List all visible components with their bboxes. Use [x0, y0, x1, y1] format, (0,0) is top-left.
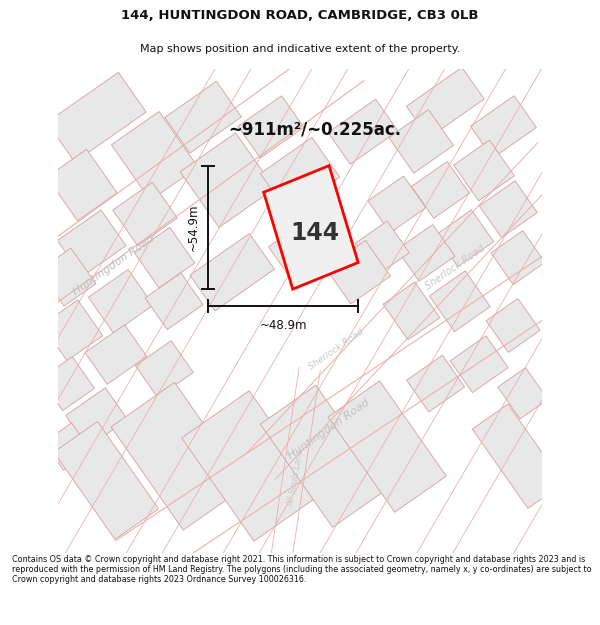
FancyBboxPatch shape	[383, 282, 440, 340]
Text: 144, HUNTINGDON ROAD, CAMBRIDGE, CB3 0LB: 144, HUNTINGDON ROAD, CAMBRIDGE, CB3 0LB	[121, 9, 479, 22]
FancyBboxPatch shape	[112, 111, 198, 201]
FancyBboxPatch shape	[412, 161, 469, 218]
FancyBboxPatch shape	[355, 221, 409, 275]
FancyBboxPatch shape	[486, 299, 540, 352]
FancyBboxPatch shape	[65, 388, 128, 448]
FancyBboxPatch shape	[498, 368, 548, 419]
Text: Sherlock Road: Sherlock Road	[424, 243, 487, 292]
FancyBboxPatch shape	[368, 176, 426, 232]
FancyBboxPatch shape	[479, 181, 537, 238]
Text: Huntingdon Road: Huntingdon Road	[287, 398, 371, 461]
FancyBboxPatch shape	[454, 140, 514, 201]
FancyBboxPatch shape	[436, 210, 494, 267]
FancyBboxPatch shape	[111, 382, 247, 530]
FancyBboxPatch shape	[41, 357, 94, 411]
FancyBboxPatch shape	[180, 133, 275, 228]
FancyBboxPatch shape	[269, 214, 341, 282]
FancyBboxPatch shape	[326, 241, 391, 304]
Text: 144: 144	[290, 221, 339, 246]
FancyBboxPatch shape	[54, 421, 158, 539]
Text: Sherlock Road: Sherlock Road	[307, 328, 365, 372]
FancyBboxPatch shape	[328, 99, 398, 164]
FancyBboxPatch shape	[134, 228, 195, 288]
Text: ~48.9m: ~48.9m	[259, 319, 307, 332]
FancyBboxPatch shape	[44, 423, 91, 470]
FancyBboxPatch shape	[58, 210, 126, 276]
FancyBboxPatch shape	[238, 96, 304, 158]
FancyBboxPatch shape	[47, 72, 146, 162]
Text: ~54.9m: ~54.9m	[187, 204, 200, 251]
FancyBboxPatch shape	[407, 355, 464, 412]
FancyBboxPatch shape	[389, 109, 454, 173]
FancyBboxPatch shape	[85, 325, 147, 384]
FancyBboxPatch shape	[88, 269, 153, 333]
FancyBboxPatch shape	[182, 391, 322, 541]
FancyBboxPatch shape	[406, 68, 484, 138]
Text: Contains OS data © Crown copyright and database right 2021. This information is : Contains OS data © Crown copyright and d…	[12, 554, 592, 584]
FancyBboxPatch shape	[136, 341, 193, 398]
Text: ~911m²/~0.225ac.: ~911m²/~0.225ac.	[228, 120, 401, 138]
FancyBboxPatch shape	[113, 182, 178, 246]
Polygon shape	[263, 166, 358, 289]
FancyBboxPatch shape	[260, 385, 388, 528]
FancyBboxPatch shape	[260, 138, 340, 213]
FancyBboxPatch shape	[472, 404, 563, 508]
FancyBboxPatch shape	[42, 300, 103, 361]
Text: Huntingdon Road: Huntingdon Road	[71, 233, 156, 297]
FancyBboxPatch shape	[47, 149, 117, 221]
FancyBboxPatch shape	[491, 231, 545, 284]
FancyBboxPatch shape	[190, 234, 274, 311]
FancyBboxPatch shape	[450, 336, 508, 392]
FancyBboxPatch shape	[145, 273, 203, 329]
FancyBboxPatch shape	[328, 381, 446, 512]
FancyBboxPatch shape	[470, 96, 536, 158]
FancyBboxPatch shape	[430, 271, 490, 332]
FancyBboxPatch shape	[165, 81, 241, 153]
FancyBboxPatch shape	[397, 224, 455, 281]
Text: Map shows position and indicative extent of the property.: Map shows position and indicative extent…	[140, 44, 460, 54]
FancyBboxPatch shape	[39, 248, 96, 306]
Text: All Souls Lane: All Souls Lane	[287, 449, 305, 508]
